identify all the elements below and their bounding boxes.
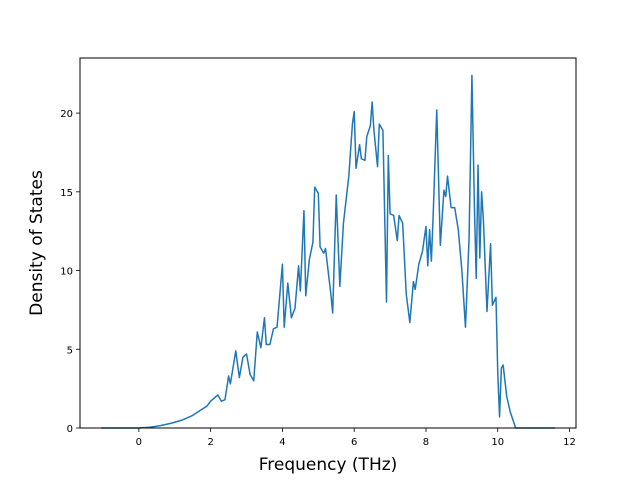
x-tick-label: 4: [279, 437, 285, 448]
y-tick-label: 0: [67, 424, 73, 435]
y-axis-label: Density of States: [27, 170, 47, 316]
plot-frame: [79, 57, 577, 429]
y-tick-label: 10: [60, 267, 73, 278]
x-tick-label: 10: [491, 437, 504, 448]
series-layer: [101, 74, 556, 429]
series-line-0: [101, 74, 556, 429]
x-tick-label: 6: [351, 437, 357, 448]
x-axis-ticks: 0 2 4 6 8 10 12: [136, 428, 576, 448]
y-tick-label: 20: [60, 109, 73, 120]
x-tick-label: 2: [207, 437, 213, 448]
x-tick-label: 12: [563, 437, 576, 448]
x-tick-label: 0: [136, 437, 142, 448]
y-tick-label: 5: [67, 345, 73, 356]
x-axis-label: Frequency (THz): [259, 455, 398, 475]
y-axis-ticks: 0 5 10 15 20: [60, 109, 80, 435]
x-tick-label: 8: [423, 437, 429, 448]
y-tick-label: 15: [60, 188, 73, 199]
